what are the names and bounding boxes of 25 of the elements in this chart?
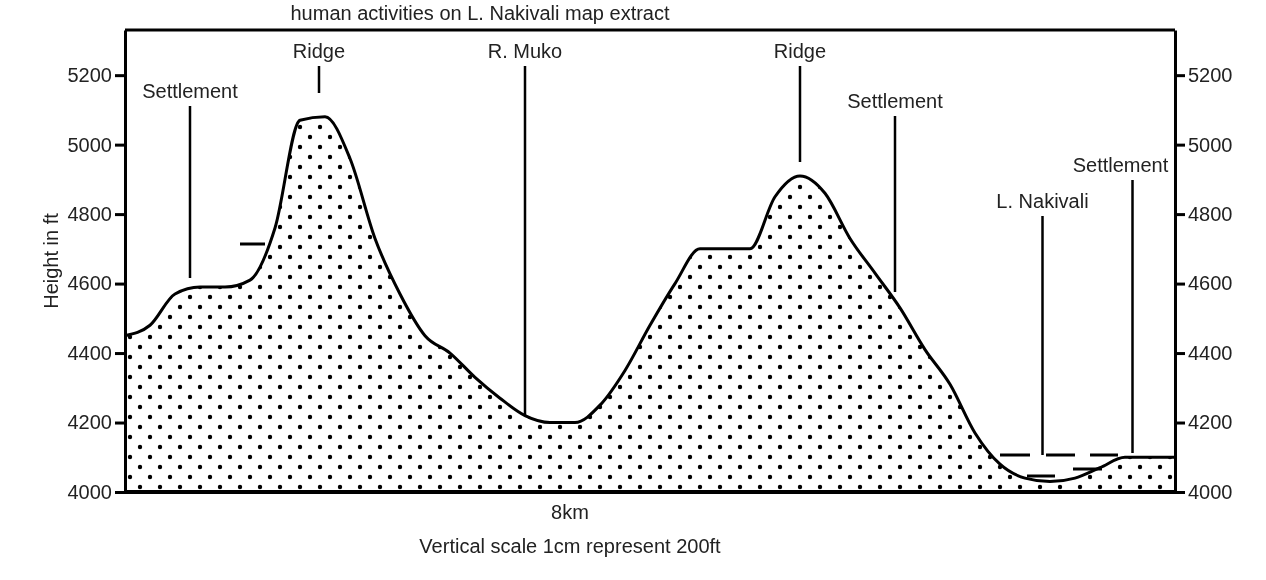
y-tick-label: 4200 [67,411,112,434]
y-tick-label: 5000 [67,133,112,156]
chart-title: human activities on L. Nakivali map extract [290,2,670,24]
y-tick-label: 5200 [67,64,112,87]
annotation: Settlement [847,90,944,112]
text: Vertical scale 1cm represent 200ft [419,535,722,557]
y-tick-label: 4400 [67,341,112,364]
y2-tick-label: 4400 [1188,341,1233,364]
annotation: Settlement [1072,154,1169,176]
annotation: Settlement [142,80,239,102]
annotation: Ridge [292,40,346,62]
y2-tick-label: 4800 [1188,203,1233,226]
y2-tick-label: 5000 [1188,133,1233,156]
y2-tick-label: 5200 [1188,64,1233,87]
annotation: R. Muko [487,40,563,62]
annotation: Ridge [773,40,827,62]
y-tick-label: 4600 [67,272,112,295]
y2-tick-label: 4200 [1188,411,1233,434]
x-axis-title: 8km [551,501,589,523]
y2-tick-label: 4000 [1188,480,1233,503]
y-tick-label: 4800 [67,203,112,226]
y-tick-label: 4000 [67,480,112,503]
y-axis-title: Height in ft [40,212,62,309]
y2-tick-label: 4600 [1188,272,1233,295]
annotation: L. Nakivali [996,190,1089,212]
